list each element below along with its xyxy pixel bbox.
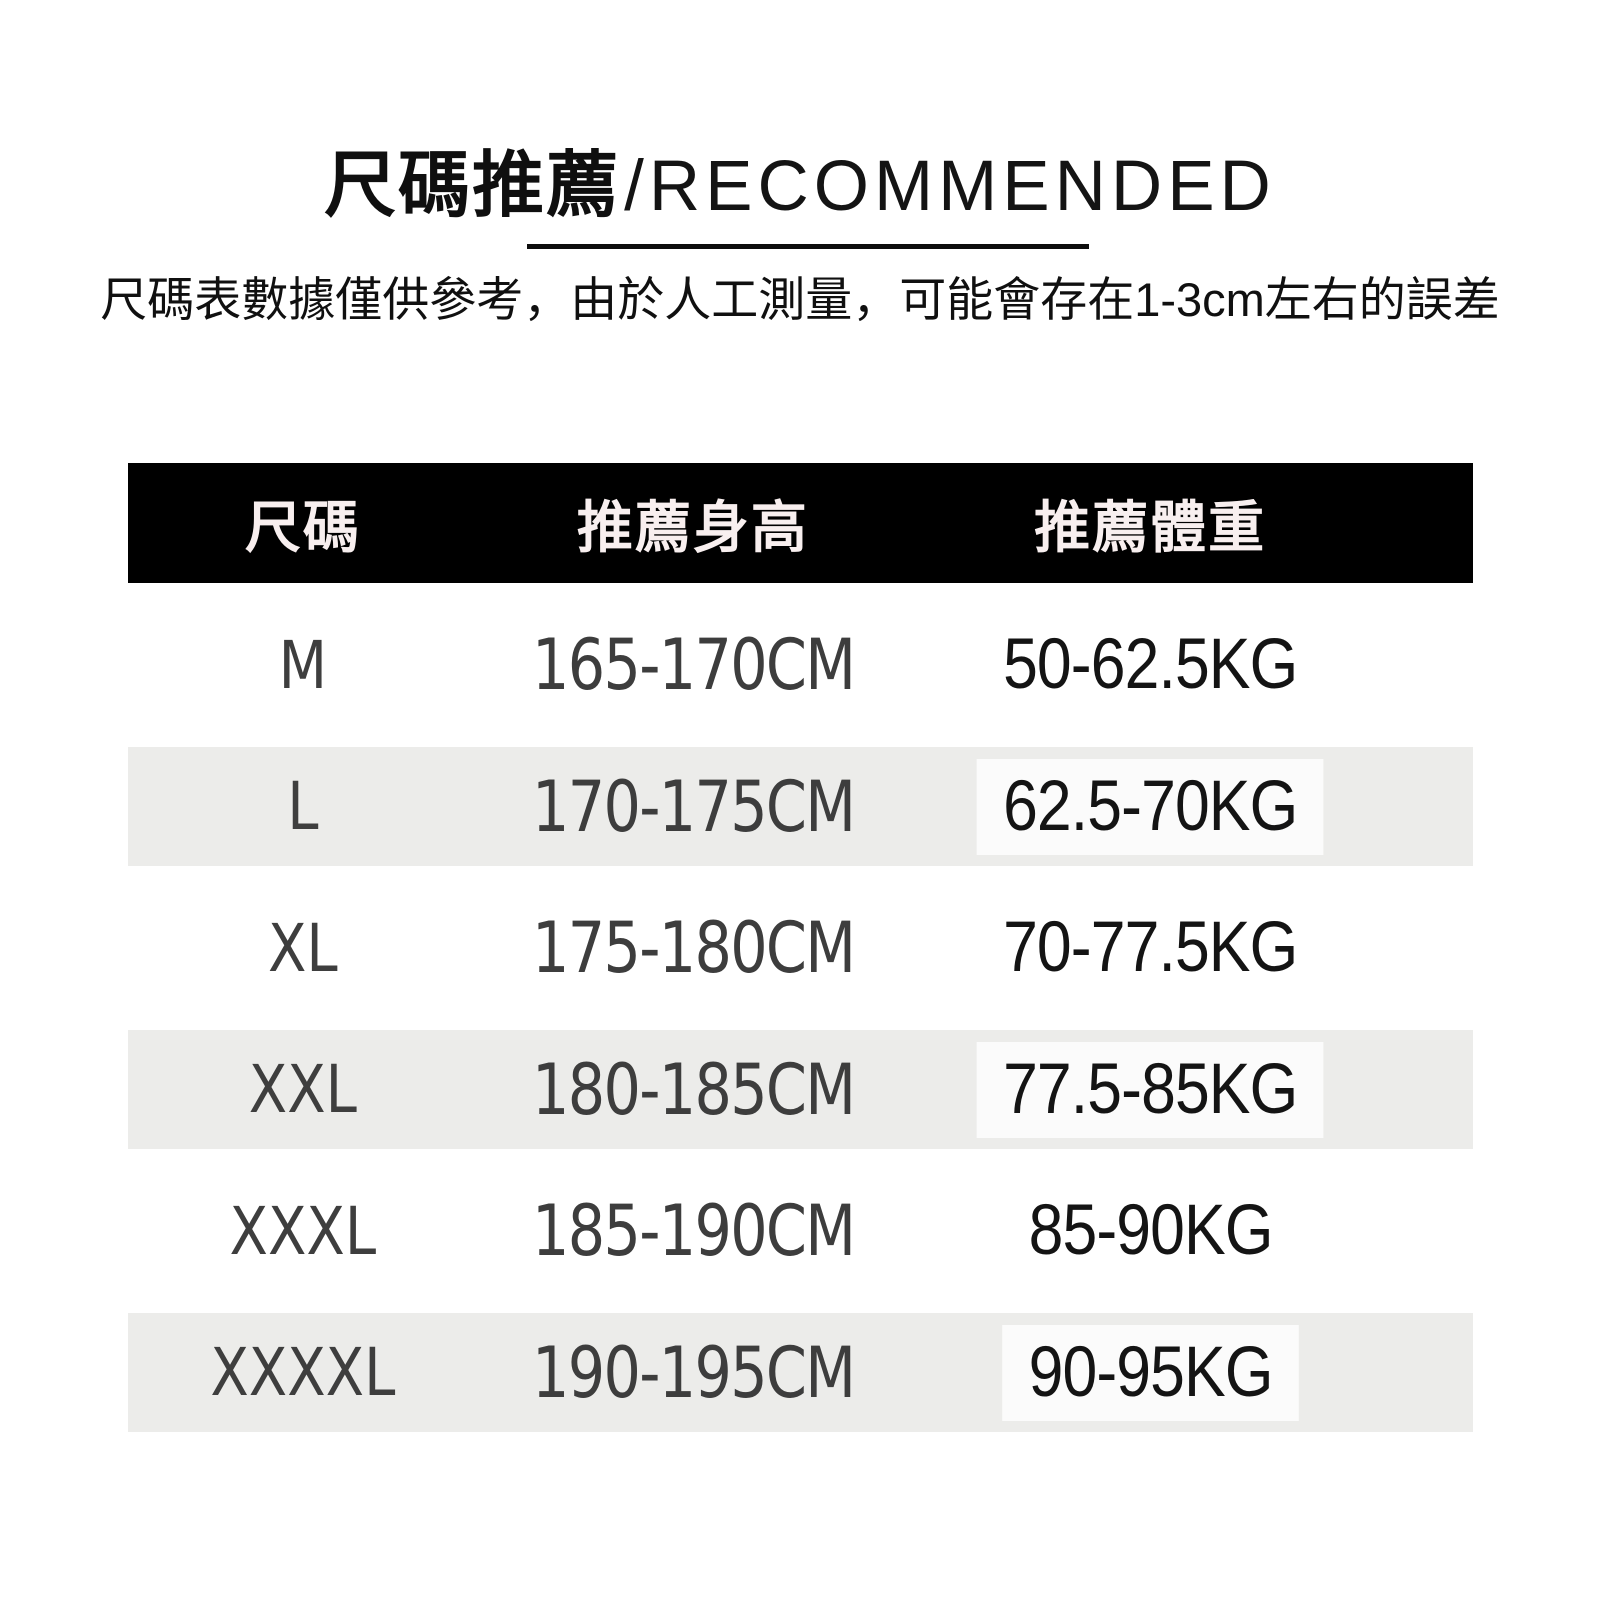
height-value: 175-180CM [531, 907, 856, 989]
subtitle-disclaimer: 尺碼表數據僅供參考，由於人工測量，可能會存在1-3cm左右的誤差 [100, 273, 1500, 326]
header-size: 尺碼 [244, 495, 361, 559]
height-value: 170-175CM [531, 765, 856, 848]
weight-cell: 70-77.5KG [908, 900, 1392, 996]
title-underline [527, 244, 1089, 249]
title-cjk: 尺碼推薦 [324, 146, 621, 226]
weight-cell: 85-90KG [908, 1183, 1392, 1279]
weight-cell: 62.5-70KG [908, 758, 1392, 855]
table-row: XXL 180-185CM 77.5-85KG [128, 1030, 1473, 1149]
weight-cell: 90-95KG [908, 1324, 1392, 1421]
height-value: 190-195CM [531, 1331, 856, 1414]
title-latin: /RECOMMENDED [624, 147, 1276, 226]
page-title: 尺碼推薦/RECOMMENDED [0, 136, 1600, 256]
size-value: M [278, 626, 328, 704]
weight-value: 50-62.5KG [976, 617, 1324, 713]
size-value: XXL [248, 1051, 357, 1128]
weight-cell: 50-62.5KG [908, 617, 1392, 713]
weight-value: 62.5-70KG [976, 758, 1324, 855]
size-value: XXXL [229, 1192, 377, 1270]
header-height: 推薦身高 [576, 495, 809, 559]
size-value: XL [267, 909, 338, 987]
height-value: 185-190CM [531, 1190, 856, 1272]
height-value: 180-185CM [531, 1048, 856, 1131]
table-row: L 170-175CM 62.5-70KG [128, 747, 1473, 866]
table-row: M 165-170CM 50-62.5KG [128, 583, 1473, 747]
weight-cell: 77.5-85KG [908, 1041, 1392, 1138]
table-header-row: 尺碼 推薦身高 推薦體重 [128, 463, 1473, 583]
table-row: XXXXL 190-195CM 90-95KG [128, 1313, 1473, 1432]
size-value: L [287, 768, 319, 845]
height-value: 165-170CM [531, 624, 856, 706]
table-row: XL 175-180CM 70-77.5KG [128, 866, 1473, 1030]
weight-value: 85-90KG [1001, 1183, 1299, 1279]
weight-value: 70-77.5KG [976, 900, 1324, 996]
size-table: 尺碼 推薦身高 推薦體重 M 165-170CM 50-62.5KG L 170… [128, 463, 1473, 1432]
weight-value: 90-95KG [1001, 1324, 1299, 1421]
header-weight: 推薦體重 [1034, 495, 1267, 559]
table-row: XXXL 185-190CM 85-90KG [128, 1149, 1473, 1313]
size-value: XXXXL [210, 1334, 396, 1411]
weight-value: 77.5-85KG [976, 1041, 1324, 1138]
